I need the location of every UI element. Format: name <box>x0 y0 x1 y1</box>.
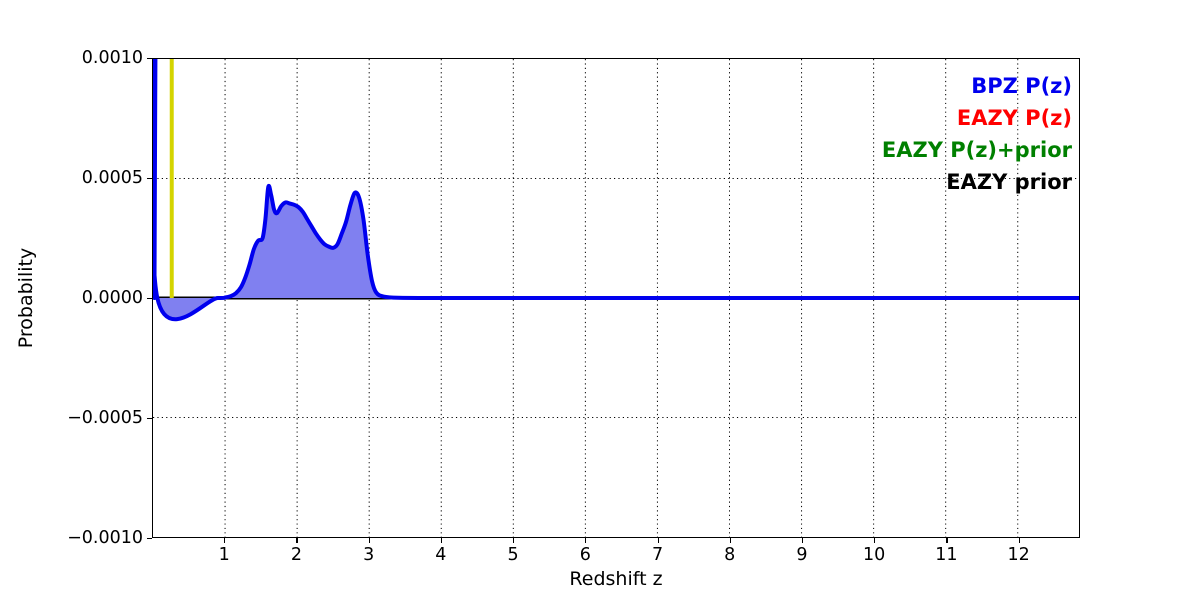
legend-entry-1: EAZY P(z) <box>956 106 1072 130</box>
y-tick-mark <box>147 538 152 540</box>
legend-entry-2: EAZY P(z)+prior <box>881 138 1072 162</box>
y-tick-mark <box>147 298 152 300</box>
x-tick-label: 7 <box>651 545 664 565</box>
legend-entry-3: EAZY prior <box>946 170 1072 194</box>
x-tick-mark <box>296 538 298 543</box>
y-tick-label: −0.0010 <box>67 528 143 548</box>
bpz-pdf-line <box>153 59 1079 322</box>
x-tick-mark <box>946 538 948 543</box>
x-tick-mark <box>801 538 804 543</box>
x-tick-label: 8 <box>724 545 736 565</box>
data-layer <box>153 59 1079 322</box>
x-tick-label: 12 <box>1007 545 1030 565</box>
x-tick-label: 6 <box>579 545 591 565</box>
y-axis-label: Probability <box>15 247 37 349</box>
x-tick-mark <box>874 538 876 543</box>
y-tick-mark <box>147 418 152 420</box>
y-tick-mark <box>147 58 152 60</box>
x-tick-label: 10 <box>863 545 886 565</box>
x-tick-label: 2 <box>290 545 302 565</box>
x-tick-mark <box>513 538 515 543</box>
y-tick-label: 0.0010 <box>81 48 143 68</box>
x-tick-label: 11 <box>935 545 958 565</box>
x-tick-mark <box>224 538 226 543</box>
x-tick-label: 9 <box>796 545 808 565</box>
x-tick-mark <box>729 538 731 543</box>
y-tick-mark <box>147 178 152 180</box>
legend-entry-0: BPZ P(z) <box>971 74 1072 98</box>
x-tick-label: 1 <box>218 545 230 565</box>
legend: BPZ P(z) EAZY P(z) EAZY P(z)+prior EAZY pri… <box>882 76 1072 204</box>
bpz-pdf-fill <box>153 59 1079 320</box>
y-tick-label: 0.0000 <box>81 288 143 308</box>
x-tick-label: 3 <box>363 545 375 565</box>
x-tick-mark <box>585 538 587 543</box>
x-tick-label: 4 <box>435 545 447 565</box>
y-tick-label: −0.0005 <box>67 408 143 428</box>
x-tick-label: 5 <box>507 545 519 565</box>
plot-area <box>152 58 1080 538</box>
x-tick-mark <box>368 538 370 543</box>
gridlines <box>153 59 1079 537</box>
y-tick-label: 0.0005 <box>81 168 143 188</box>
plot-svg <box>153 59 1079 537</box>
x-tick-mark <box>1018 538 1020 543</box>
x-tick-mark <box>440 538 443 543</box>
x-tick-mark <box>657 538 659 543</box>
y-axis-tick-labels: −0.0010 −0.0005 0.0000 0.0005 0.0010 <box>0 0 143 600</box>
x-axis-label: Redshift z <box>569 568 663 590</box>
